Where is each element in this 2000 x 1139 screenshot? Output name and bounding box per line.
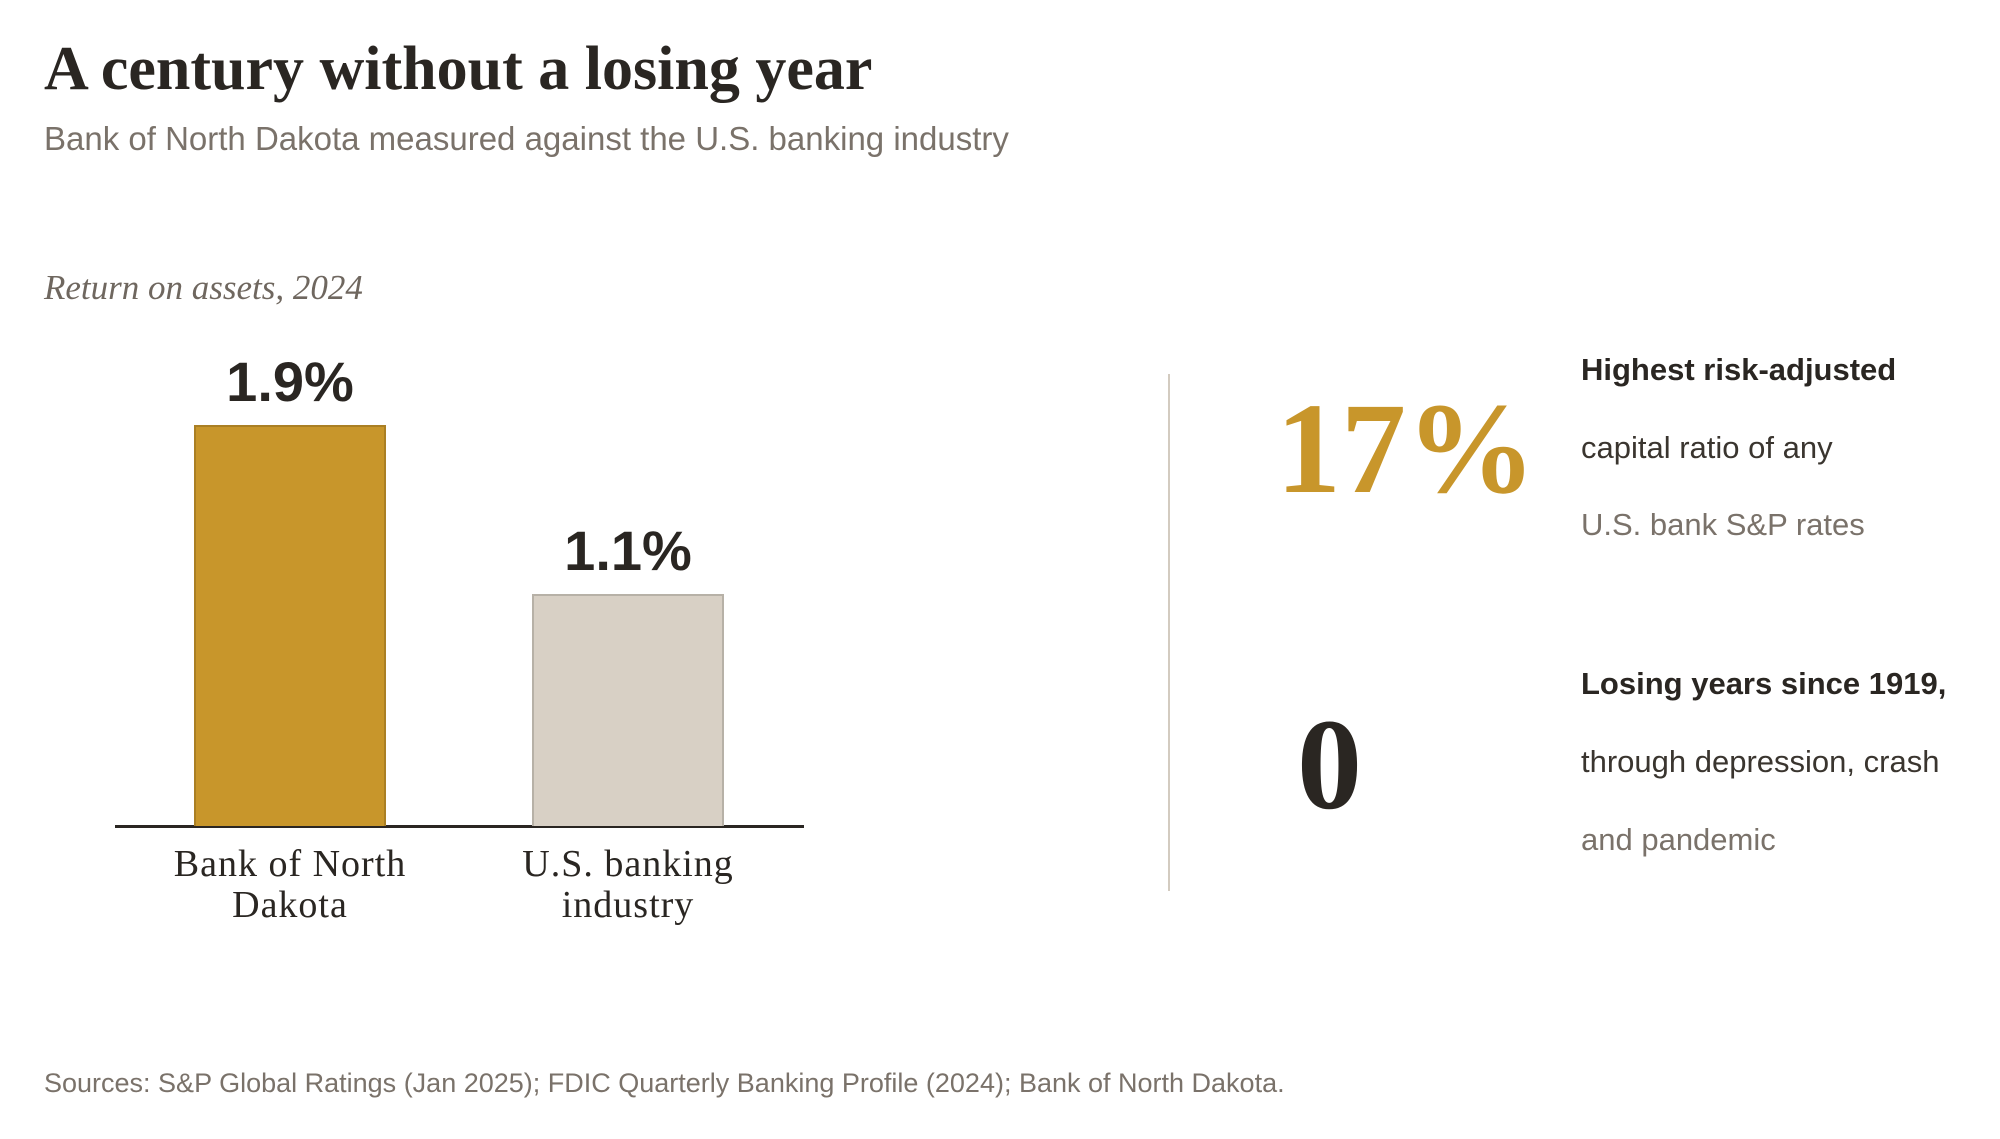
stat-text: through depression, crash [1581,744,1940,779]
stat-text: capital ratio of any [1581,430,1833,465]
stat-value: 17% [1276,377,1536,521]
subtitle: Bank of North Dakota measured against th… [44,120,1009,157]
stat-text: and pandemic [1581,822,1776,857]
chart-title: Return on assets, 2024 [44,268,363,307]
category-label: Bank of North Dakota [173,843,407,926]
value-label: 1.9% [226,350,354,413]
value-label: 1.1% [564,518,692,582]
title: A century without a losing year [44,35,873,103]
stat-text: Highest risk-adjusted [1581,352,1897,387]
category-label: U.S. banking industry [522,843,734,926]
stat-text: U.S. bank S&P rates [1581,507,1865,542]
stat-value: 0 [1297,693,1362,837]
bar [194,425,386,826]
divider [1168,374,1170,891]
stat-text: Losing years since 1919, [1581,666,1947,701]
baseline [115,825,804,828]
footer: Sources: S&P Global Ratings (Jan 2025); … [44,1068,1285,1098]
bar [532,593,724,826]
